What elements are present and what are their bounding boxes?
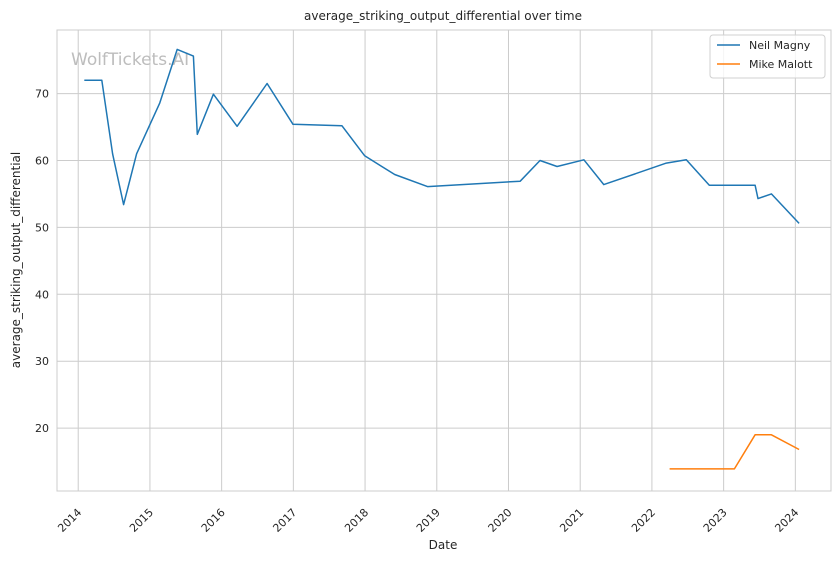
y-tick-label: 20 <box>35 422 49 435</box>
series-line-neil-magny <box>84 48 800 224</box>
watermark: WolfTickets.AI <box>71 50 189 70</box>
x-axis-label: Date <box>429 538 458 552</box>
y-tick-label: 50 <box>35 221 49 234</box>
y-tick-label: 60 <box>35 154 49 167</box>
legend-entry: Mike Malott <box>749 58 813 71</box>
chart-title: average_striking_output_differential ove… <box>304 9 582 23</box>
y-tick-label: 70 <box>35 88 49 101</box>
series-layer <box>84 48 800 470</box>
y-axis-label: average_striking_output_differential <box>9 152 23 368</box>
y-tick-label: 30 <box>35 355 49 368</box>
grid <box>57 30 831 491</box>
plot-area-frame <box>56 29 832 492</box>
legend-entry: Neil Magny <box>749 39 811 52</box>
y-tick-label: 40 <box>35 288 49 301</box>
y-axis-ticks: 20 30 40 50 60 70 <box>35 88 49 436</box>
series-line-mike-malott <box>669 434 800 470</box>
legend: Neil Magny Mike Malott <box>709 34 826 79</box>
